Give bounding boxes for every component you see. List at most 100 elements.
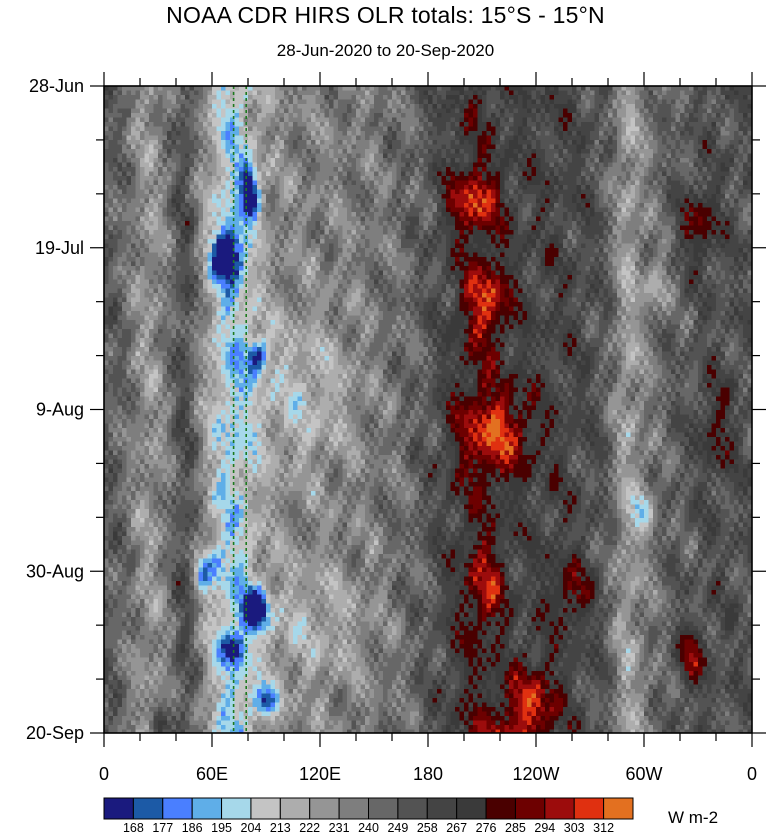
olr-cell: [122, 271, 127, 276]
olr-cell: [649, 230, 654, 235]
olr-cell: [653, 158, 667, 163]
olr-cell: [208, 95, 218, 100]
olr-cell: [572, 95, 577, 100]
olr-cell: [167, 280, 177, 285]
olr-cell: [577, 248, 596, 253]
olr-cell: [176, 203, 181, 208]
olr-cell: [577, 244, 582, 249]
olr-cell: [257, 203, 262, 208]
olr-cell: [113, 95, 118, 100]
olr-cell: [559, 266, 564, 271]
olr-cell: [293, 163, 298, 168]
olr-cell: [482, 95, 487, 100]
olr-cell: [275, 311, 280, 316]
olr-cell: [145, 145, 150, 150]
olr-cell: [428, 284, 433, 289]
olr-cell: [496, 253, 501, 258]
olr-cell: [451, 271, 465, 276]
olr-cell: [523, 149, 533, 154]
olr-cell: [280, 109, 285, 114]
olr-cell: [136, 226, 141, 231]
olr-cell: [527, 217, 537, 222]
olr-cell: [172, 284, 182, 289]
olr-cell: [460, 109, 465, 114]
olr-cell: [532, 176, 546, 181]
olr-cell: [374, 104, 388, 109]
olr-cell: [676, 262, 686, 267]
olr-cell: [617, 266, 622, 271]
olr-cell: [532, 266, 537, 271]
olr-cell: [617, 235, 622, 240]
olr-cell: [374, 271, 379, 276]
olr-cell: [338, 280, 348, 285]
olr-cell: [401, 298, 406, 303]
olr-cell: [235, 266, 240, 271]
olr-cell: [118, 185, 128, 190]
olr-cell: [176, 149, 199, 154]
olr-cell: [703, 280, 717, 285]
olr-cell: [271, 185, 276, 190]
olr-cell: [208, 293, 213, 298]
olr-cell: [689, 185, 694, 190]
olr-cell: [482, 298, 487, 303]
olr-cell: [536, 271, 541, 276]
olr-cell: [302, 131, 312, 136]
olr-cell: [388, 199, 398, 204]
olr-cell: [203, 208, 208, 213]
olr-cell: [464, 158, 469, 163]
olr-cell: [199, 149, 204, 154]
olr-cell: [280, 100, 285, 105]
olr-cell: [712, 289, 726, 294]
olr-cell: [424, 221, 429, 226]
olr-cell: [145, 271, 155, 276]
olr-cell: [230, 208, 240, 213]
olr-cell: [595, 284, 605, 289]
olr-cell: [536, 154, 546, 159]
olr-cell: [437, 149, 442, 154]
olr-cell: [257, 271, 262, 276]
olr-cell: [275, 280, 280, 285]
olr-cell: [361, 118, 366, 123]
olr-cell: [716, 293, 721, 298]
olr-cell: [653, 100, 658, 105]
olr-cell: [136, 194, 150, 199]
olr-cell: [676, 230, 686, 235]
olr-cell: [518, 127, 523, 132]
olr-cell: [608, 248, 613, 253]
olr-cell: [406, 199, 411, 204]
olr-cell: [455, 266, 460, 271]
olr-cell: [671, 293, 681, 298]
olr-cell: [365, 253, 370, 258]
olr-cell: [145, 181, 150, 186]
olr-cell: [680, 100, 685, 105]
olr-cell: [613, 298, 618, 303]
olr-cell: [338, 104, 348, 109]
olr-cell: [320, 239, 325, 244]
olr-cell: [307, 194, 321, 199]
olr-cell: [334, 230, 344, 235]
olr-cell: [397, 235, 402, 240]
olr-cell: [253, 167, 258, 172]
olr-cell: [545, 262, 555, 267]
olr-cell: [140, 172, 145, 177]
olr-cell: [437, 172, 442, 177]
olr-cell: [149, 95, 154, 100]
olr-cell: [298, 221, 303, 226]
olr-cell: [433, 154, 443, 159]
olr-cell: [379, 145, 389, 150]
olr-cell: [721, 122, 726, 127]
olr-cell: [329, 149, 334, 154]
olr-cell: [176, 118, 186, 123]
olr-cell: [644, 221, 654, 226]
olr-cell: [388, 298, 393, 303]
olr-cell: [734, 91, 739, 96]
olr-cell: [199, 239, 204, 244]
olr-cell: [208, 109, 213, 114]
olr-cell: [595, 190, 605, 195]
olr-cell: [478, 284, 483, 289]
olr-cell: [392, 208, 397, 213]
olr-cell: [554, 190, 577, 195]
olr-cell: [118, 212, 123, 217]
olr-cell: [649, 244, 659, 249]
olr-cell: [109, 235, 114, 240]
